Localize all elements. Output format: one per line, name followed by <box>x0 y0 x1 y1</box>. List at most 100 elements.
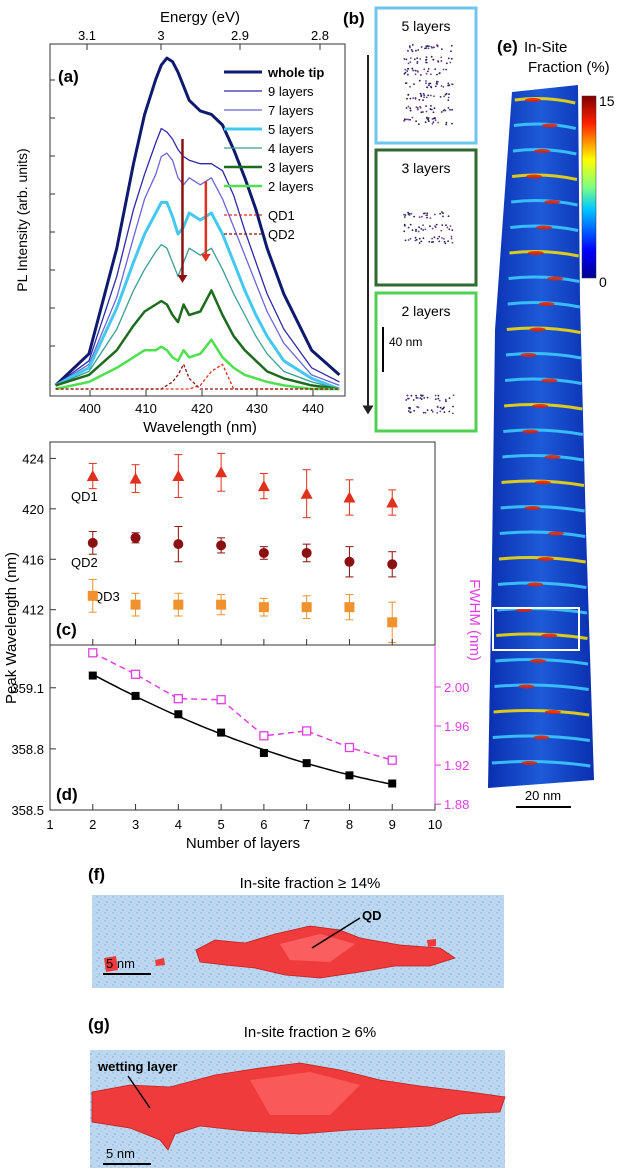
atom-dot <box>408 45 411 48</box>
atom-dot <box>414 69 417 72</box>
peak-point <box>217 728 226 737</box>
atom-dot <box>410 212 413 215</box>
panel-label-f: (f) <box>88 865 105 884</box>
atom-dot <box>420 111 423 114</box>
atom-dot <box>441 237 443 239</box>
atom-dot <box>405 107 408 109</box>
atom-dot <box>423 96 425 98</box>
atom-dot <box>451 83 453 85</box>
data-point <box>87 537 98 548</box>
atom-dot <box>418 79 421 82</box>
box-title: 5 layers <box>401 18 450 34</box>
atom-dot <box>441 408 444 410</box>
atom-dot <box>446 226 449 229</box>
x-tick-label: 3 <box>132 817 139 832</box>
series-label: QD1 <box>71 489 98 504</box>
atom-dot <box>445 68 448 71</box>
atom-dot <box>422 111 424 113</box>
legend-label: 4 layers <box>268 141 314 156</box>
cluster <box>104 956 118 972</box>
atom-dot <box>447 82 450 85</box>
y-tick-label: 424 <box>22 451 44 466</box>
atom-dot <box>411 116 414 119</box>
right-axis-title: FWHM (nm) <box>466 579 483 661</box>
atom-dot <box>424 47 426 50</box>
x-tick-label: 5 <box>217 817 224 832</box>
spectrum-qd2 <box>55 363 340 390</box>
in-site-band <box>499 530 586 538</box>
peak-point <box>388 779 397 788</box>
box-title: 2 layers <box>401 303 450 319</box>
atom-dot <box>425 72 428 75</box>
atom-dot <box>445 92 448 95</box>
box-2-layers <box>374 291 478 433</box>
legend-label: 9 layers <box>268 84 314 99</box>
data-point <box>129 472 142 484</box>
atom-dot <box>430 108 433 111</box>
legend-label: QD2 <box>268 227 295 242</box>
fwhm-point <box>130 669 141 679</box>
panel-label-a: (a) <box>58 67 79 86</box>
atom-dot <box>426 45 429 48</box>
y-axis-minor-ticks <box>50 79 55 347</box>
atom-dot <box>447 96 450 99</box>
atom-dot <box>405 118 408 121</box>
atom-dot <box>425 214 428 217</box>
fwhm-point <box>216 695 226 705</box>
atom-dot <box>420 240 423 243</box>
atom-maps <box>403 44 455 415</box>
in-site-band <box>508 275 580 283</box>
colorbar <box>581 95 597 279</box>
peak-point <box>131 691 140 700</box>
atom-dot <box>415 106 418 109</box>
spectrum-5-layers <box>54 200 340 391</box>
atom-dot <box>449 225 452 228</box>
atom-dot <box>418 216 421 219</box>
atom-dot <box>436 237 439 240</box>
atom-dot <box>422 224 424 227</box>
atom-dot <box>426 396 429 399</box>
in-site-hotspot <box>524 98 541 102</box>
atom-dot <box>409 223 412 226</box>
fwhm-point <box>173 694 183 704</box>
y2-tick-label: 1.88 <box>444 797 469 812</box>
atom-dot <box>436 73 438 76</box>
y-axis-title: PL Intensity (arb. units) <box>14 148 30 291</box>
spectrum-2-layers <box>55 338 340 391</box>
atom-dot <box>427 94 430 97</box>
in-site-hotspot <box>526 174 543 179</box>
atom-dot <box>432 58 435 61</box>
top-tick-label: 2.8 <box>311 28 329 43</box>
atom-dot <box>425 96 428 99</box>
atom-dot <box>433 213 436 216</box>
shared-x-axis-title: Number of layers <box>186 835 300 852</box>
box-5-layers <box>374 6 478 145</box>
atom-dot <box>439 406 442 409</box>
atom-dot <box>409 237 412 240</box>
atom-dot <box>426 86 429 89</box>
atom-dot <box>418 99 421 101</box>
atom-dot <box>406 394 409 397</box>
atom-dot <box>408 213 411 216</box>
atom-dot <box>434 85 437 88</box>
colorbar-title: Fraction (%) <box>528 59 610 76</box>
top-tick-label: 2.9 <box>231 28 249 43</box>
atom-dot <box>416 70 419 72</box>
atom-dot <box>420 228 423 230</box>
atom-dot <box>426 409 429 412</box>
atom-dot <box>451 122 453 125</box>
line-marks <box>88 648 397 788</box>
atom-dot <box>415 120 417 123</box>
y2-tick-label: 1.96 <box>444 719 469 734</box>
axis-ticks: 359.1 358.8 358.5 2.00 1.96 1.92 1.88 <box>11 680 469 818</box>
panel-label-e: (e) <box>497 37 518 56</box>
atom-dot <box>407 73 409 76</box>
atom-dot <box>416 62 419 65</box>
atom-dot <box>419 397 422 399</box>
panel-label-g: (g) <box>88 1015 110 1034</box>
x-tick-label: 10 <box>428 817 442 832</box>
atom-dot <box>426 216 428 219</box>
in-site-hotspot <box>538 302 555 306</box>
top-axis-ticks: 3.1 3 2.9 2.8 <box>78 28 329 50</box>
atom-dot <box>446 62 448 65</box>
